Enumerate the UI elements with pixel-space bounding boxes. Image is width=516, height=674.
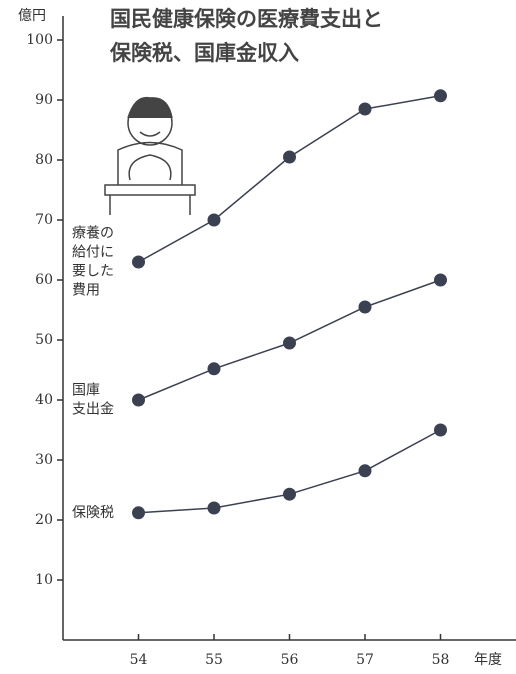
y-tick-label: 80 xyxy=(35,152,53,168)
y-tick-label: 10 xyxy=(35,572,53,588)
chart-title: 国民健康保険の医療費支出と xyxy=(110,7,383,31)
x-tick-label: 54 xyxy=(130,652,148,668)
y-tick-label: 60 xyxy=(35,272,53,288)
point xyxy=(283,150,296,164)
point xyxy=(434,423,447,437)
series-label: 支出金 xyxy=(72,402,114,418)
point xyxy=(283,487,296,501)
point xyxy=(358,102,372,116)
point xyxy=(283,336,296,350)
point xyxy=(132,255,145,269)
series-label: 要した xyxy=(72,264,114,280)
series-label: 費用 xyxy=(72,283,100,299)
x-tick-label: 56 xyxy=(281,652,299,668)
point xyxy=(207,213,221,227)
point xyxy=(207,362,221,376)
y-tick-label: 40 xyxy=(35,392,53,408)
series-line xyxy=(138,95,441,263)
point xyxy=(132,506,145,520)
y-tick-label: 90 xyxy=(35,92,53,108)
y-tick-label: 100 xyxy=(26,32,53,48)
x-tick-label: 57 xyxy=(356,652,374,668)
series-label: 保険税 xyxy=(72,505,114,521)
x-axis-label: 年度 xyxy=(474,652,502,668)
point xyxy=(358,300,372,314)
series-label: 国庫 xyxy=(72,382,100,399)
y-tick-label: 20 xyxy=(35,512,53,528)
series-label: 給付に xyxy=(72,245,114,261)
point xyxy=(132,393,145,407)
illustration xyxy=(104,96,196,215)
y-tick-label: 70 xyxy=(35,212,53,228)
y-tick-label: 50 xyxy=(35,332,53,348)
point xyxy=(207,501,221,515)
series-label: 療養の xyxy=(72,225,114,242)
x-tick-label: 55 xyxy=(205,652,223,668)
point xyxy=(434,273,447,287)
chart-title: 保険税、国庫金収入 xyxy=(109,41,299,65)
y-axis-label: 億円 xyxy=(18,8,46,24)
point xyxy=(434,89,447,103)
point xyxy=(358,464,372,478)
y-tick-label: 30 xyxy=(35,452,53,468)
x-tick-label: 58 xyxy=(432,652,450,668)
